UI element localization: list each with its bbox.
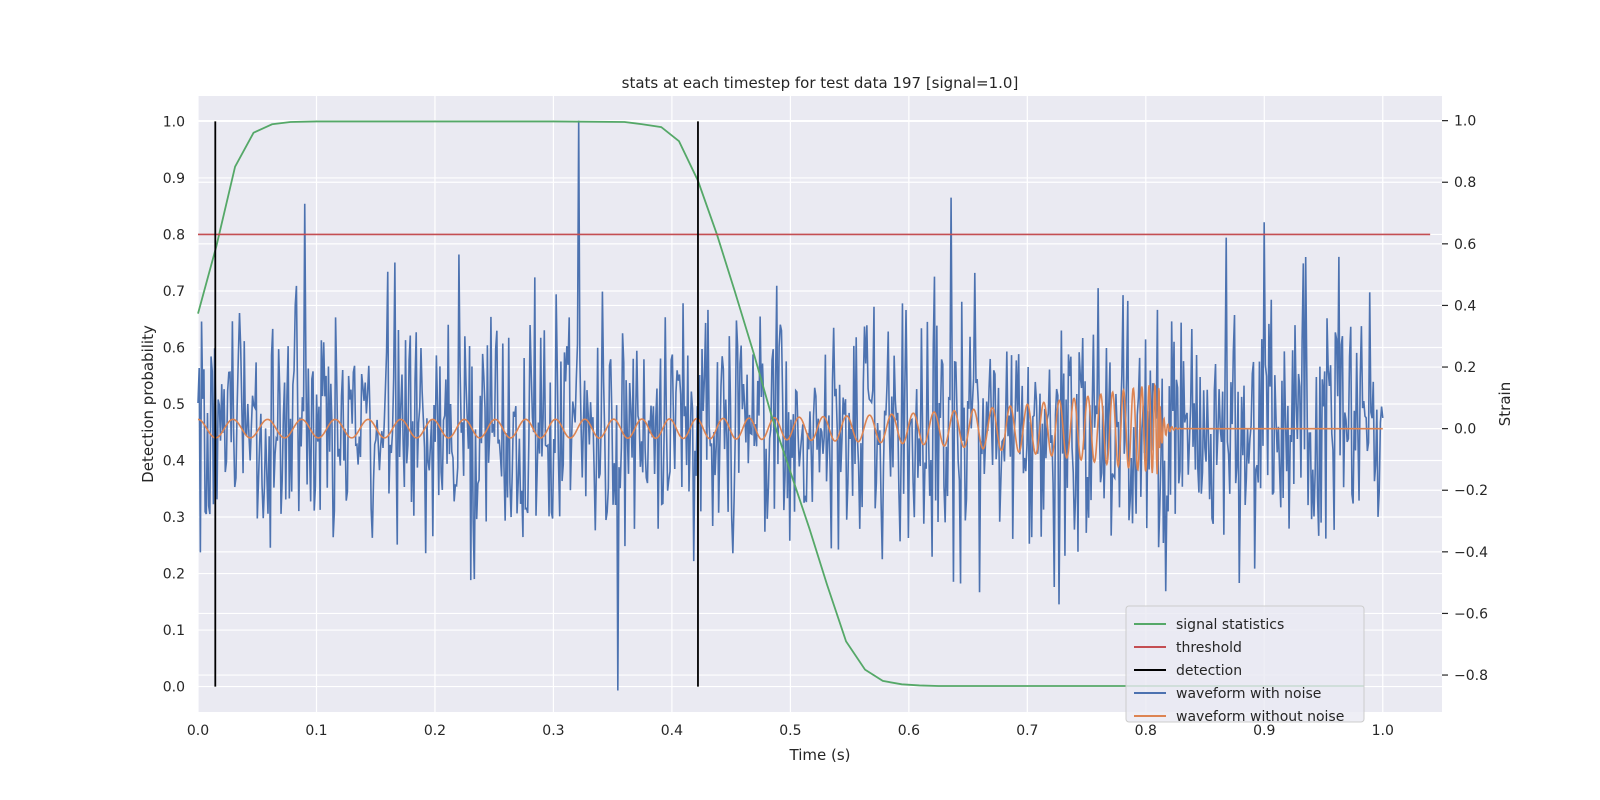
y-tick-label: 0.0 [163, 680, 185, 696]
legend-label: threshold [1176, 640, 1242, 656]
y2-tick-label: 0.2 [1454, 360, 1476, 376]
y-tick-label: 0.3 [163, 510, 185, 526]
y-axis-label: Detection probability [139, 325, 157, 483]
y2-tick-label: −0.8 [1454, 668, 1488, 684]
x-tick-label: 0.8 [1135, 723, 1157, 739]
legend-box [1125, 605, 1365, 723]
y2-tick-label: 0.0 [1454, 422, 1476, 438]
x-tick-label: 0.7 [1016, 723, 1038, 739]
y-tick-label: 0.8 [163, 227, 185, 243]
legend: signal statistics threshold detection wavef… [1125, 605, 1365, 725]
y2-tick-label: 0.8 [1454, 175, 1476, 191]
x-tick-label: 0.2 [424, 723, 446, 739]
y-tick-label: 0.1 [163, 623, 185, 639]
legend-label: detection [1176, 663, 1242, 679]
series-signal-statistics [197, 120, 1364, 687]
x-tick-label: 0.4 [661, 723, 683, 739]
y-tick-label: 1.0 [163, 114, 185, 130]
y2-tick-label: 0.4 [1454, 298, 1476, 314]
series-waveform-with-noise [197, 120, 1384, 691]
y2-tick-label: −0.6 [1454, 606, 1488, 622]
y-tick-label: 0.4 [163, 454, 185, 470]
chart-title: stats at each timestep for test data 197… [622, 74, 1019, 92]
x-axis-label: Time (s) [789, 746, 851, 764]
x-tick-label: 0.9 [1253, 723, 1275, 739]
x-tick-label: 0.5 [779, 723, 801, 739]
y2-axis-label: Strain [1496, 382, 1514, 426]
x-tick-label: 0.1 [305, 723, 327, 739]
series-waveform-without-noise [197, 382, 1383, 475]
y-tick-label: 0.7 [163, 284, 185, 300]
y-tick-label: 0.9 [163, 171, 185, 187]
y-tick-label: 0.2 [163, 567, 185, 583]
y2-tick-label: 0.6 [1454, 237, 1476, 253]
x-tick-label: 0.3 [542, 723, 564, 739]
y-tick-label: 0.6 [163, 340, 185, 356]
y2-tick-label: −0.4 [1454, 545, 1488, 561]
y2-tick-label: −0.2 [1454, 483, 1488, 499]
x-tick-label: 0.0 [187, 723, 209, 739]
y-tick-label: 0.5 [163, 397, 185, 413]
legend-label: waveform with noise [1176, 686, 1321, 702]
x-tick-label: 1.0 [1372, 723, 1394, 739]
legend-label: waveform without noise [1176, 709, 1344, 725]
legend-label: signal statistics [1176, 617, 1284, 633]
y2-tick-label: 1.0 [1454, 114, 1476, 130]
plot-area [197, 120, 1431, 691]
axes: 0.0 0.1 0.2 0.3 0.4 0.5 0.6 0.7 0.8 0.9 1.0 0.0 0.1 0… [163, 114, 1488, 739]
x-tick-label: 0.6 [898, 723, 920, 739]
